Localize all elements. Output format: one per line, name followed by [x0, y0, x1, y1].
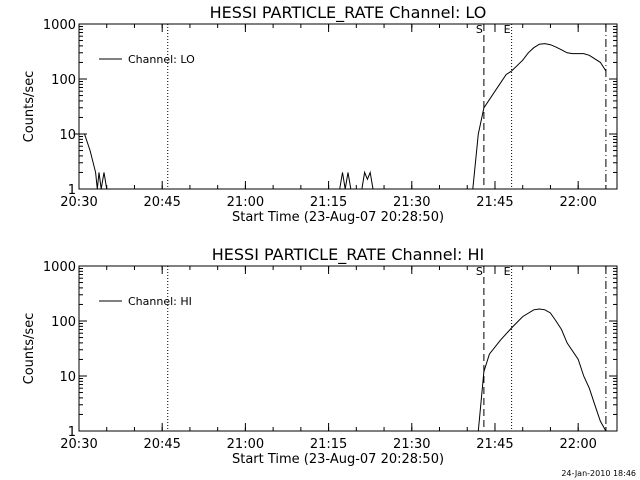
x-axis-label: Start Time (23-Aug-07 20:28:50): [232, 452, 444, 467]
time-marker-label: E: [504, 265, 511, 278]
plot-frame: [78, 23, 618, 190]
x-tick-label: 22:00: [559, 437, 596, 452]
x-tick-label: 20:30: [60, 195, 97, 210]
x-tick-label: 21:30: [393, 195, 430, 210]
y-tick-label: 1000: [43, 260, 76, 275]
y-axis-label: Counts/sec: [22, 71, 37, 143]
x-tick-label: 20:30: [60, 437, 97, 452]
x-tick-label: 21:45: [476, 195, 513, 210]
x-tick-label: 21:15: [310, 195, 347, 210]
chart-title: HESSI PARTICLE_RATE Channel: LO: [210, 3, 487, 23]
x-tick-label: 21:00: [227, 437, 264, 452]
x-tick-label: 21:30: [393, 437, 430, 452]
x-tick-label: 20:45: [143, 437, 180, 452]
x-axis-label: Start Time (23-Aug-07 20:28:50): [232, 210, 444, 225]
time-marker-label: S: [476, 23, 483, 36]
legend-label: Channel: HI: [128, 295, 192, 308]
chart-title: HESSI PARTICLE_RATE Channel: HI: [212, 245, 485, 265]
legend-label: Channel: LO: [128, 53, 195, 66]
y-tick-label: 10: [59, 370, 76, 385]
time-marker-label: S: [476, 265, 483, 278]
time-marker-label: E: [504, 23, 511, 36]
plot-frame: [78, 265, 618, 432]
x-tick-label: 20:45: [143, 195, 180, 210]
y-axis-label: Counts/sec: [22, 313, 37, 385]
y-tick-label: 10: [59, 128, 76, 143]
y-tick-label: 100: [51, 315, 76, 330]
y-tick-label: 1000: [43, 18, 76, 33]
x-tick-label: 22:00: [559, 195, 596, 210]
x-tick-label: 21:15: [310, 437, 347, 452]
y-tick-label: 1: [68, 183, 76, 198]
y-tick-label: 100: [51, 73, 76, 88]
x-tick-label: 21:00: [227, 195, 264, 210]
footer-timestamp: 24-Jan-2010 18:46: [561, 469, 636, 478]
x-tick-label: 21:45: [476, 437, 513, 452]
panel-0: HESSI PARTICLE_RATE Channel: LO 20:30 20:4…: [22, 3, 618, 225]
series-line-0: [73, 43, 607, 190]
y-tick-label: 1: [68, 425, 76, 440]
panel-1: HESSI PARTICLE_RATE Channel: HI 20:30 20:4…: [22, 245, 618, 467]
series-line-0: [477, 308, 607, 432]
